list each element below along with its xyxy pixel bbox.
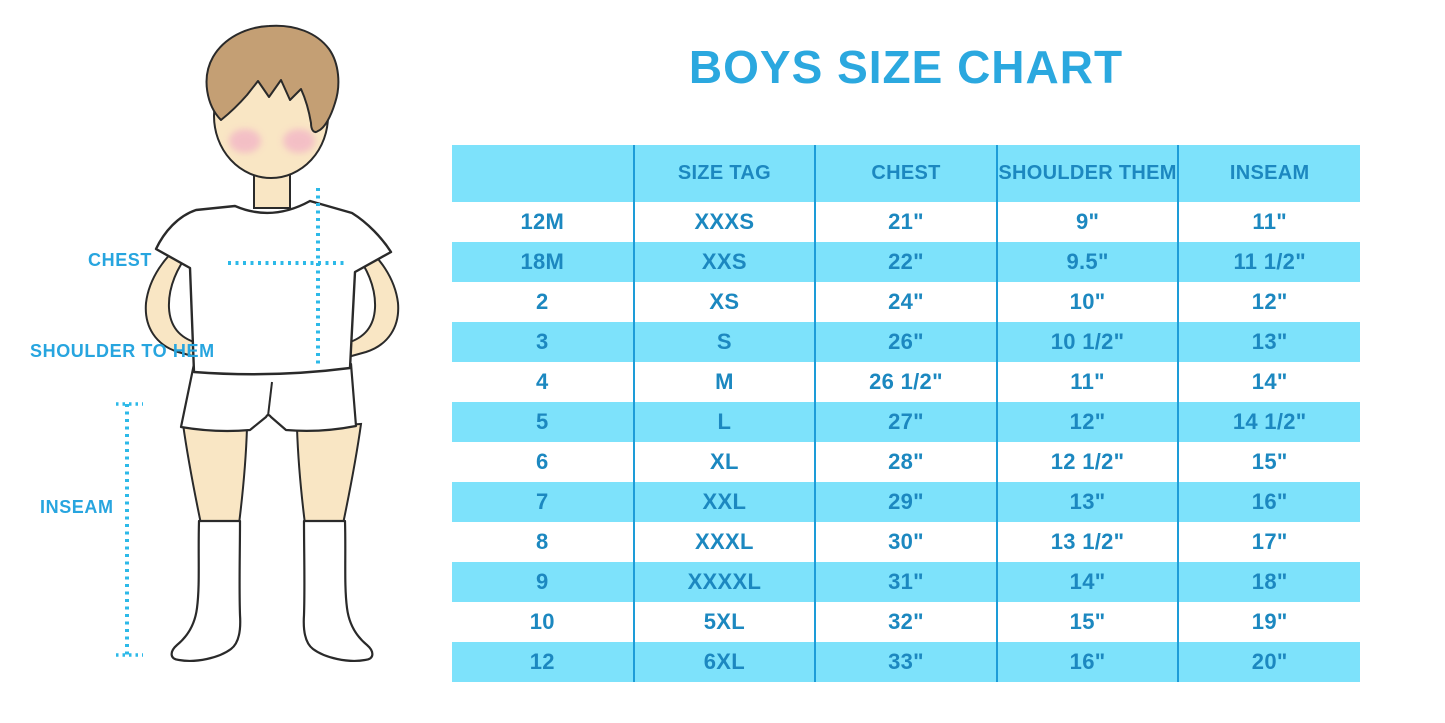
table-cell: L [632, 402, 816, 442]
table-cell: 9.5" [995, 242, 1179, 282]
table-cell: 16" [1177, 482, 1360, 522]
table-cell: 20" [1177, 642, 1360, 682]
left-sock [170, 519, 242, 662]
table-cell: 8 [536, 529, 549, 554]
left-leg [181, 422, 249, 525]
table-cell: 4 [536, 369, 549, 394]
table-row: 6 XL 28" 12 1/2" 15" [452, 442, 1360, 482]
blush-left [229, 129, 261, 153]
table-cell: 10 [529, 609, 555, 634]
table-row: 12 6XL 33" 16" 20" [452, 642, 1360, 682]
table-cell: 26 1/2" [814, 362, 997, 402]
table-cell: 14" [995, 562, 1179, 602]
table-cell: 6 [536, 449, 549, 474]
table-row: 5 L 27" 12" 14 1/2" [452, 402, 1360, 442]
table-cell: 11 1/2" [1177, 242, 1360, 282]
table-cell: 31" [814, 562, 997, 602]
table-cell: 27" [814, 402, 997, 442]
table-cell: XS [632, 282, 816, 322]
table-row: 3 S 26" 10 1/2" 13" [452, 322, 1360, 362]
table-cell: 24" [814, 282, 997, 322]
table-cell: 6XL [632, 642, 816, 682]
table-cell: XXXXL [632, 562, 816, 602]
column-header: SHOULDER THEM [995, 145, 1179, 202]
table-cell: 33" [814, 642, 997, 682]
size-table-head: SIZE TAG CHEST SHOULDER THEM INSEAM [452, 145, 1360, 202]
right-leg [295, 422, 363, 525]
size-table: SIZE TAG CHEST SHOULDER THEM INSEAM 12M XXXS… [452, 145, 1360, 682]
table-cell: M [632, 362, 816, 402]
table-row: 12M XXXS 21" 9" 11" [452, 202, 1360, 242]
table-cell: 5 [452, 402, 634, 442]
table-cell: 19" [1177, 602, 1360, 642]
table-cell: 9 [452, 562, 634, 602]
hair [205, 24, 340, 133]
table-cell: 12M [520, 209, 565, 234]
table-cell: S [632, 322, 816, 362]
t-shirt [154, 199, 393, 376]
table-cell: 5XL [632, 602, 816, 642]
shoulder-to-hem-label: SHOULDER TO HEM [30, 341, 215, 361]
table-cell: 12" [995, 402, 1179, 442]
table-cell: 9" [995, 202, 1179, 242]
blush-right [283, 129, 315, 153]
table-cell: 10" [995, 282, 1179, 322]
table-cell: XXL [632, 482, 816, 522]
table-cell: 18M [452, 242, 634, 282]
header-row: SIZE TAG CHEST SHOULDER THEM INSEAM [452, 145, 1360, 202]
column-header [452, 145, 634, 202]
table-cell: 14 1/2" [1177, 402, 1360, 442]
table-cell: 29" [814, 482, 997, 522]
boy-illustration [116, 24, 400, 662]
table-row: 8 XXXL 30" 13 1/2" 17" [452, 522, 1360, 562]
table-cell: XXXL [632, 522, 816, 562]
table-row: 10 5XL 32" 15" 19" [452, 602, 1360, 642]
measurement-figure: CHEST SHOULDER TO HEM INSEAM [0, 0, 450, 723]
table-cell: 32" [814, 602, 997, 642]
table-cell: 21" [814, 202, 997, 242]
table-row: 7 XXL 29" 13" 16" [452, 482, 1360, 522]
table-cell: 15" [1177, 442, 1360, 482]
table-cell: 26" [814, 322, 997, 362]
shorts-seam [267, 381, 273, 417]
table-cell: 30" [814, 522, 997, 562]
table-row: 2 XS 24" 10" 12" [452, 282, 1360, 322]
inseam-label: INSEAM [40, 497, 114, 517]
table-cell: 13 1/2" [995, 522, 1179, 562]
page-title: BOYS SIZE CHART [688, 41, 1124, 93]
table-cell: 14" [1177, 362, 1360, 402]
table-row: 4 M 26 1/2" 11" 14" [452, 362, 1360, 402]
table-cell: 28" [814, 442, 997, 482]
table-cell: 12 [452, 642, 634, 682]
right-sock [302, 519, 374, 662]
table-cell: 16" [995, 642, 1179, 682]
column-header: CHEST [814, 145, 997, 202]
table-cell: 2 [536, 289, 549, 314]
table-cell: 22" [814, 242, 997, 282]
table-cell: 13" [995, 482, 1179, 522]
table-cell: 13" [1177, 322, 1360, 362]
table-cell: 11" [1177, 202, 1360, 242]
table-cell: 12" [1177, 282, 1360, 322]
size-table-body: 12M XXXS 21" 9" 11" 18M XXS 22" 9.5" 11 1/2" 2 XS 24… [452, 202, 1360, 682]
table-row: 9 XXXXL 31" 14" 18" [452, 562, 1360, 602]
table-cell: 15" [995, 602, 1179, 642]
table-cell: 17" [1177, 522, 1360, 562]
table-row: 18M XXS 22" 9.5" 11 1/2" [452, 242, 1360, 282]
column-header: INSEAM [1177, 145, 1360, 202]
table-cell: XL [632, 442, 816, 482]
chest-label: CHEST [88, 250, 153, 270]
column-header: SIZE TAG [632, 145, 816, 202]
table-cell: XXXS [632, 202, 816, 242]
table-cell: 12 1/2" [995, 442, 1179, 482]
table-cell: XXS [632, 242, 816, 282]
table-cell: 11" [995, 362, 1179, 402]
table-cell: 7 [452, 482, 634, 522]
table-cell: 3 [452, 322, 634, 362]
table-cell: 10 1/2" [995, 322, 1179, 362]
table-cell: 18" [1177, 562, 1360, 602]
